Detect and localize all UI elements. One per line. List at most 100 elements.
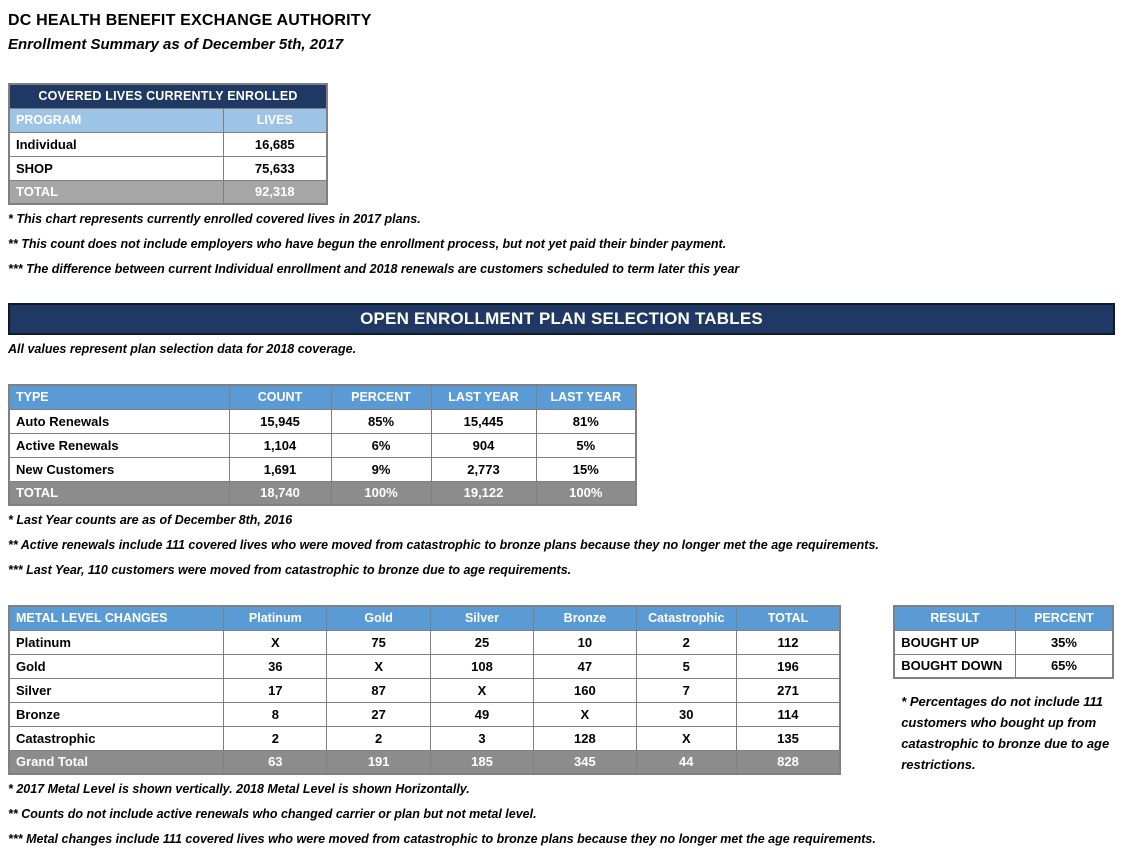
header-row-value-cell: COUNT (228, 384, 332, 410)
data-row-value-cell: 2 (223, 725, 328, 751)
data-row: Active Renewals 1,104 6% 904 5% (8, 432, 637, 458)
result-table-body: BOUGHT UP 35% BOUGHT DOWN 65% (893, 629, 1114, 679)
data-row-value-cell: 2 (326, 725, 432, 751)
data-row-label-cell: New Customers (8, 456, 230, 482)
header-row-value-cell: Platinum (223, 605, 328, 631)
data-row-label-cell: Silver (8, 677, 225, 703)
data-row-value-cell: 87 (326, 677, 432, 703)
data-row-value-cell: X (326, 653, 432, 679)
data-row-value-cell: 35% (1014, 629, 1114, 655)
metal-level-changes-table: METAL LEVEL CHANGES Platinum Gold Silver Bro… (8, 605, 842, 775)
data-row: BOUGHT DOWN 65% (893, 653, 1114, 679)
data-row-value-cell: 5% (535, 432, 637, 458)
data-row-value-cell: 160 (532, 677, 637, 703)
metal-footnotes: * 2017 Metal Level is shown vertically. … (8, 783, 1115, 846)
header-row-label-cell: TYPE (8, 384, 230, 410)
result-column: RESULT PERCENT BOUGHT UP 35% BOUGHT DOWN 65%… (893, 605, 1115, 775)
result-table: RESULT PERCENT BOUGHT UP 35% BOUGHT DOWN 65% (893, 605, 1115, 679)
data-row: New Customers 1,691 9% 2,773 15% (8, 456, 637, 482)
data-row-label-cell: Platinum (8, 629, 225, 655)
banner-note: All values represent plan selection data… (8, 342, 357, 356)
data-row-value-cell: 1,691 (228, 456, 332, 482)
data-row-label-cell: Gold (8, 653, 225, 679)
header-row-value-cell: Bronze (532, 605, 637, 631)
footnote: *** Metal changes include 111 covered li… (8, 832, 876, 846)
header-row-value-cell: LIVES (222, 107, 328, 133)
page-title: DC HEALTH BENEFIT EXCHANGE AUTHORITY (8, 12, 372, 29)
data-row-value-cell: 5 (635, 653, 737, 679)
data-row-value-cell: 112 (735, 629, 841, 655)
header-row-value-cell: Silver (430, 605, 534, 631)
data-row-label-cell: SHOP (8, 155, 224, 181)
footnote: *** The difference between current Indiv… (8, 262, 740, 276)
data-row-value-cell: X (223, 629, 328, 655)
header-row-value-cell: LAST YEAR (535, 384, 637, 410)
header-row: PROGRAM LIVES (8, 107, 328, 133)
data-row: Catastrophic 2 2 3 128 X 135 (8, 725, 841, 751)
data-row-value-cell: X (635, 725, 737, 751)
metal-level-changes-table-head: METAL LEVEL CHANGES Platinum Gold Silver Bro… (8, 605, 841, 631)
data-row-value-cell: X (430, 677, 534, 703)
footnote: ** Counts do not include active renewals… (8, 807, 537, 821)
table-title: COVERED LIVES CURRENTLY ENROLLED (8, 83, 328, 109)
covered-lives-table: COVERED LIVES CURRENTLY ENROLLED PROGRAM L… (8, 83, 328, 205)
data-row-value-cell: 15,945 (228, 408, 332, 434)
header-row-value-cell: LAST YEAR (430, 384, 537, 410)
total-row-value-cell: 100% (535, 480, 637, 506)
data-row-label-cell: Individual (8, 131, 224, 157)
footnote: * This chart represents currently enroll… (8, 212, 421, 226)
header-row: TYPE COUNT PERCENT LAST YEAR LAST YEAR (8, 384, 637, 410)
data-row-value-cell: 65% (1014, 653, 1114, 679)
header-row: METAL LEVEL CHANGES Platinum Gold Silver Bro… (8, 605, 841, 631)
total-row-label-cell: Grand Total (8, 749, 225, 775)
data-row-value-cell: 30 (635, 701, 737, 727)
data-row-label-cell: Active Renewals (8, 432, 230, 458)
section-banner: OPEN ENROLLMENT PLAN SELECTION TABLES (8, 303, 1115, 335)
header-row-value-cell: PERCENT (1014, 605, 1114, 631)
header-row-value-cell: Gold (326, 605, 432, 631)
total-row-value-cell: 44 (635, 749, 737, 775)
data-row: Platinum X 75 25 10 2 112 (8, 629, 841, 655)
footnote: ** Active renewals include 111 covered l… (8, 538, 879, 552)
data-row-value-cell: 36 (223, 653, 328, 679)
data-row-value-cell: 75,633 (222, 155, 328, 181)
data-row-value-cell: X (532, 701, 637, 727)
header-row: RESULT PERCENT (893, 605, 1114, 631)
data-row: Auto Renewals 15,945 85% 15,445 81% (8, 408, 637, 434)
page-subtitle: Enrollment Summary as of December 5th, 2… (8, 36, 344, 53)
data-row-value-cell: 47 (532, 653, 637, 679)
total-row-value-cell: 345 (532, 749, 637, 775)
footnote: * 2017 Metal Level is shown vertically. … (8, 782, 470, 796)
header-row-value-cell: Catastrophic (635, 605, 737, 631)
total-row: TOTAL 18,740 100% 19,122 100% (8, 480, 637, 506)
data-row-value-cell: 17 (223, 677, 328, 703)
plan-selection-footnotes: * Last Year counts are as of December 8t… (8, 514, 1115, 577)
total-row-value-cell: 92,318 (222, 179, 328, 205)
data-row-value-cell: 114 (735, 701, 841, 727)
data-row-value-cell: 15% (535, 456, 637, 482)
data-row-label-cell: BOUGHT UP (893, 629, 1016, 655)
data-row-value-cell: 10 (532, 629, 637, 655)
data-row-value-cell: 135 (735, 725, 841, 751)
covered-lives-table-head: COVERED LIVES CURRENTLY ENROLLED PROGRAM L… (8, 83, 328, 133)
metal-section: METAL LEVEL CHANGES Platinum Gold Silver Bro… (8, 605, 1115, 775)
data-row-value-cell: 1,104 (228, 432, 332, 458)
data-row-value-cell: 49 (430, 701, 534, 727)
data-row-value-cell: 904 (430, 432, 537, 458)
footnote: ** This count does not include employers… (8, 237, 727, 251)
data-row-value-cell: 271 (735, 677, 841, 703)
total-row-label-cell: TOTAL (8, 480, 230, 506)
header-row-label-cell: PROGRAM (8, 107, 224, 133)
data-row-value-cell: 85% (330, 408, 432, 434)
data-row-value-cell: 7 (635, 677, 737, 703)
data-row-value-cell: 196 (735, 653, 841, 679)
total-row-value-cell: 100% (330, 480, 432, 506)
data-row-value-cell: 3 (430, 725, 534, 751)
data-row-value-cell: 25 (430, 629, 534, 655)
footnote: * Last Year counts are as of December 8t… (8, 513, 293, 527)
data-row-value-cell: 9% (330, 456, 432, 482)
total-row-value-cell: 19,122 (430, 480, 537, 506)
data-row: Individual 16,685 (8, 131, 328, 157)
covered-lives-table-body: Individual 16,685 SHOP 75,633 (8, 131, 328, 181)
